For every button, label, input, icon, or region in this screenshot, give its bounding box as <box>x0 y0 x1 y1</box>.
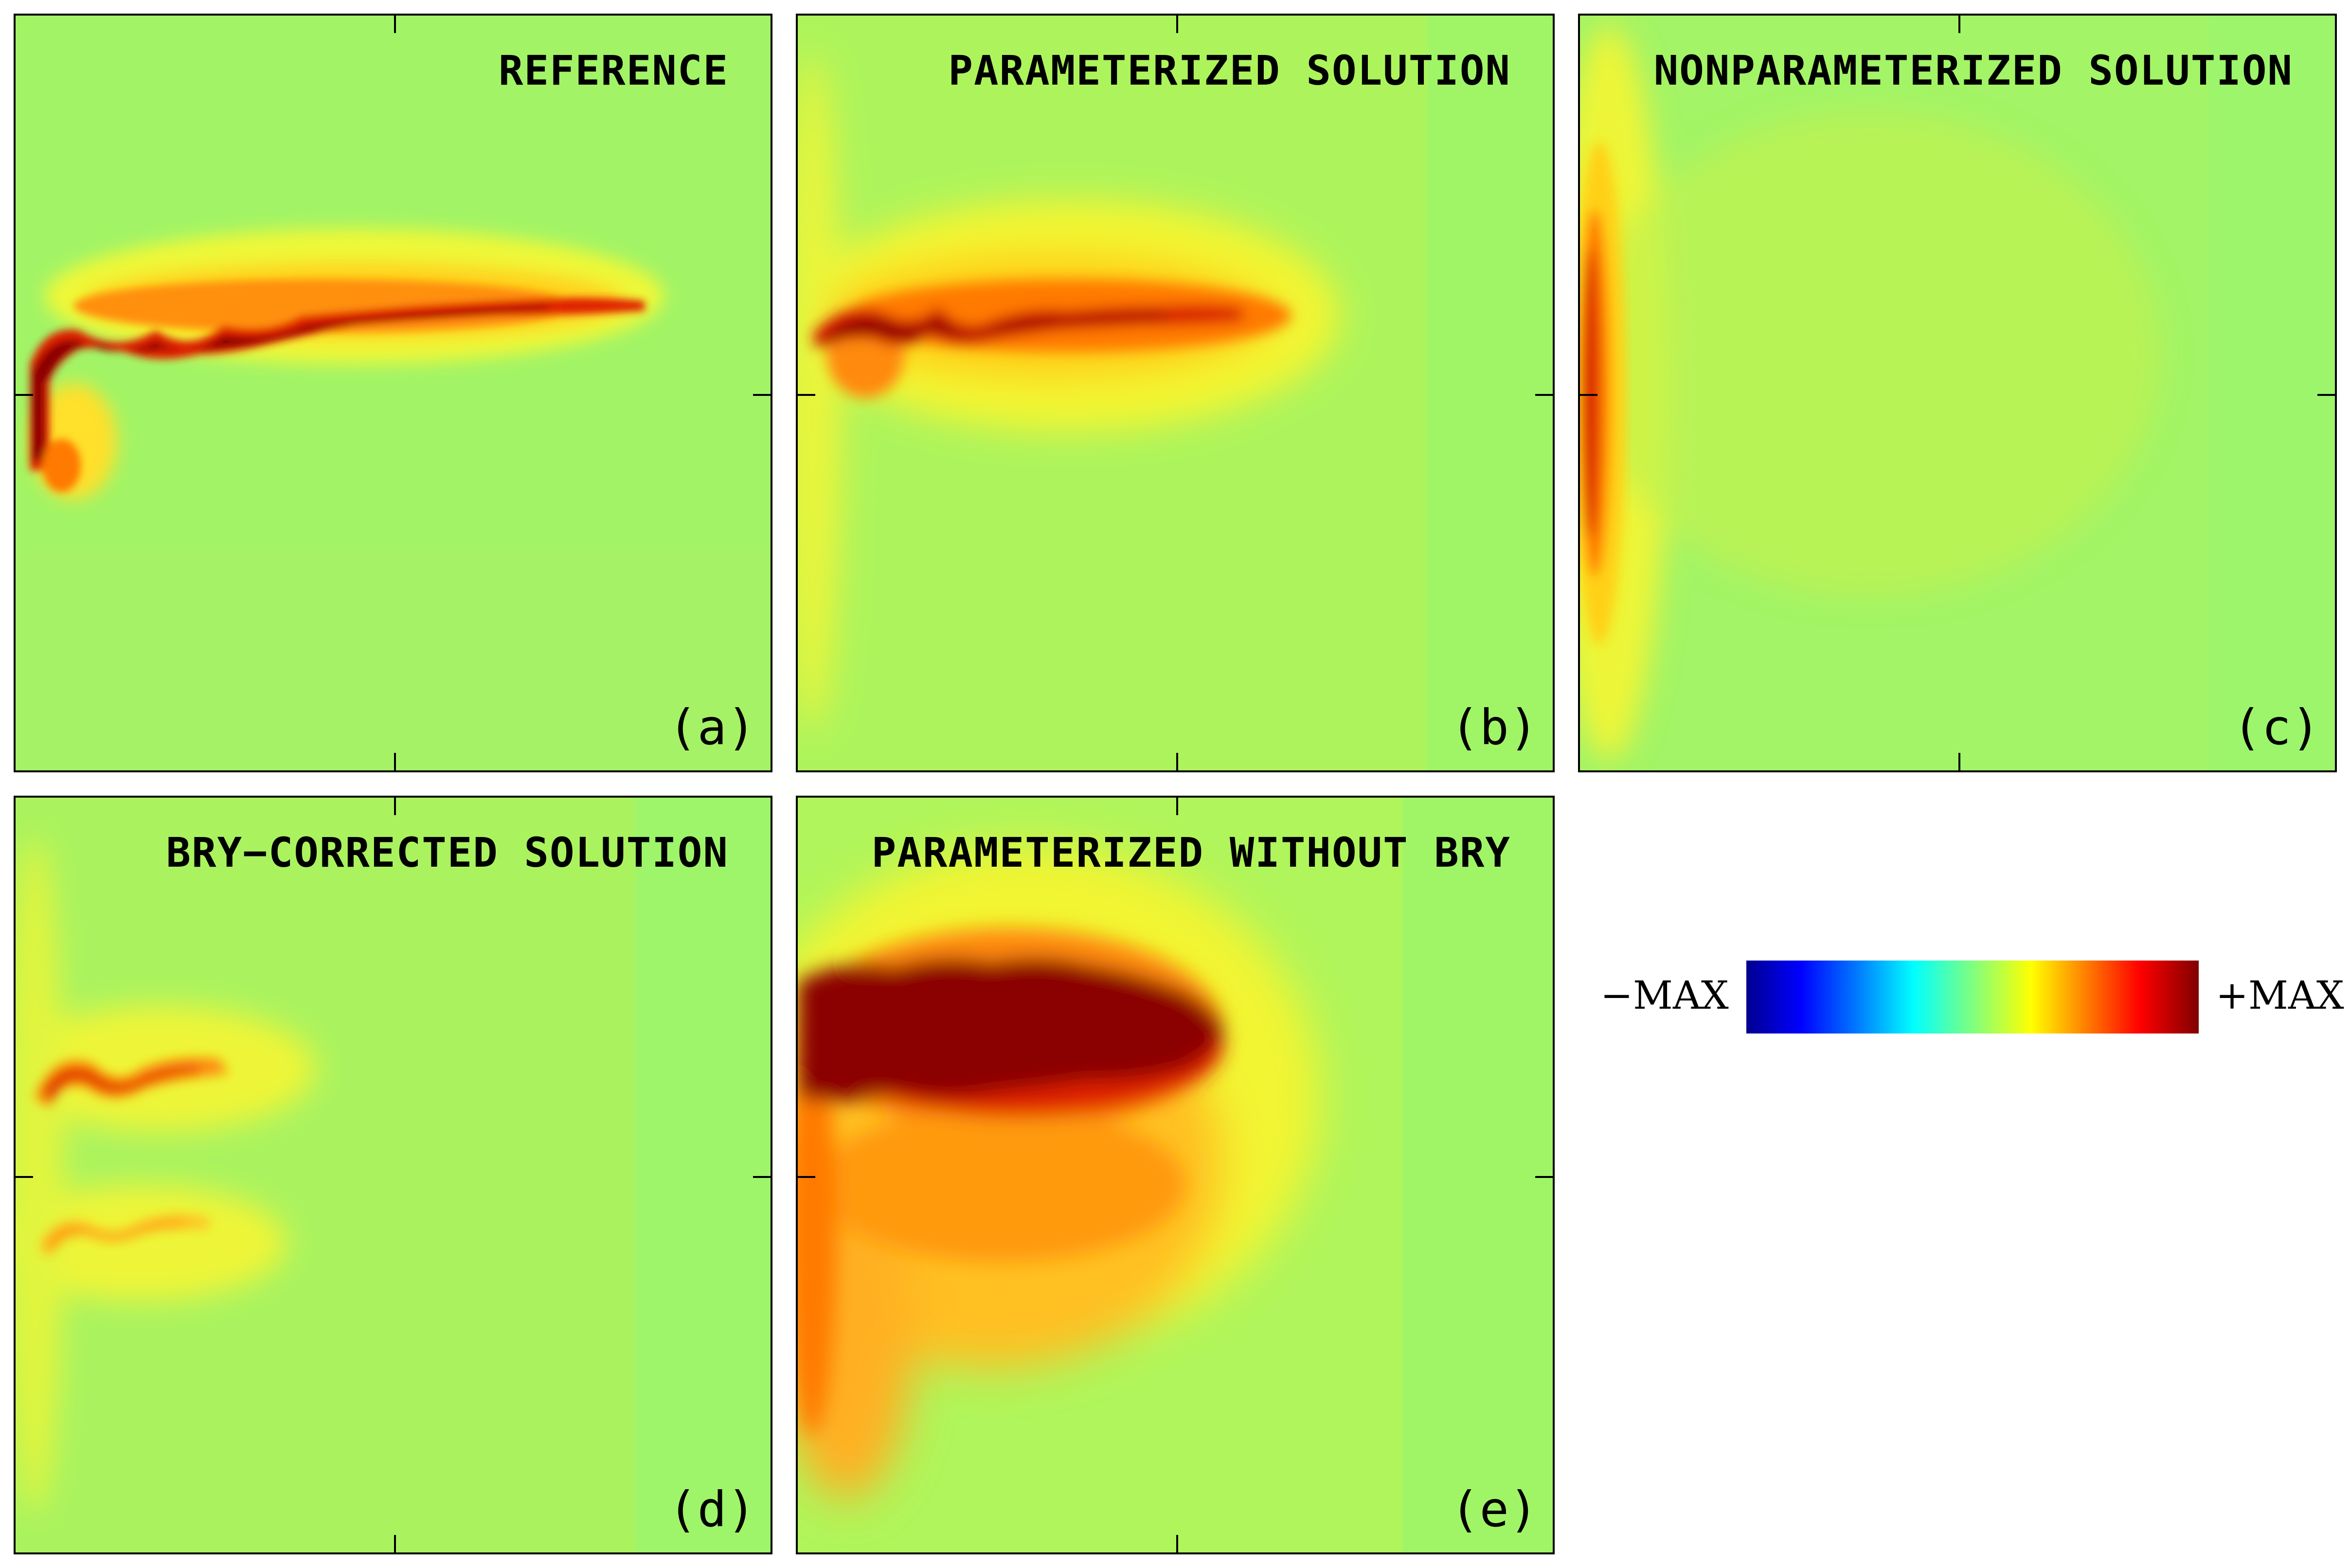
tick-right <box>753 1176 771 1178</box>
tick-left <box>16 1176 33 1178</box>
tick-right <box>1535 1176 1553 1178</box>
tick-left <box>16 394 33 396</box>
panel-label: (d) <box>668 1481 756 1538</box>
panel-b: PARAMETERIZED SOLUTION (b) <box>796 14 1555 772</box>
tick-top <box>394 798 396 815</box>
panel-title: NONPARAMETERIZED SOLUTION <box>1653 47 2293 94</box>
tick-top <box>394 16 396 33</box>
panel-e: PARAMETERIZED WITHOUT BRY (e) <box>796 796 1555 1554</box>
heatmap-e <box>798 798 1553 1552</box>
tick-bottom <box>1176 1535 1178 1552</box>
tick-top <box>1176 16 1178 33</box>
colorbar-max-label: +MAX <box>2216 973 2344 1018</box>
colorbar <box>1746 961 2199 1033</box>
tick-top <box>1176 798 1178 815</box>
panel-label: (a) <box>668 699 756 756</box>
tick-left <box>798 394 815 396</box>
tick-bottom <box>1958 753 1960 770</box>
tick-left <box>1580 394 1597 396</box>
heatmap-c <box>1580 16 2335 770</box>
panel-title: PARAMETERIZED SOLUTION <box>948 47 1511 94</box>
panel-label: (c) <box>2232 699 2320 756</box>
heatmap-b <box>798 16 1553 770</box>
panel-label: (b) <box>1450 699 1538 756</box>
heatmap-d <box>16 798 771 1552</box>
panel-title: BRY−CORRECTED SOLUTION <box>166 829 729 876</box>
tick-left <box>798 1176 815 1178</box>
tick-right <box>753 394 771 396</box>
tick-bottom <box>394 1535 396 1552</box>
panel-d: BRY−CORRECTED SOLUTION (d) <box>14 796 772 1554</box>
tick-top <box>1958 16 1960 33</box>
tick-bottom <box>394 753 396 770</box>
panel-title: REFERENCE <box>498 47 729 94</box>
tick-right <box>1535 394 1553 396</box>
tick-bottom <box>1176 753 1178 770</box>
panel-a: REFERENCE (a) <box>14 14 772 772</box>
heatmap-a <box>16 16 771 770</box>
colorbar-legend: −MAX +MAX <box>1600 953 2345 1060</box>
panel-title: PARAMETERIZED WITHOUT BRY <box>871 829 1511 876</box>
panel-c: NONPARAMETERIZED SOLUTION (c) <box>1578 14 2337 772</box>
tick-right <box>2317 394 2335 396</box>
panel-label: (e) <box>1450 1481 1538 1538</box>
colorbar-min-label: −MAX <box>1600 973 1729 1018</box>
